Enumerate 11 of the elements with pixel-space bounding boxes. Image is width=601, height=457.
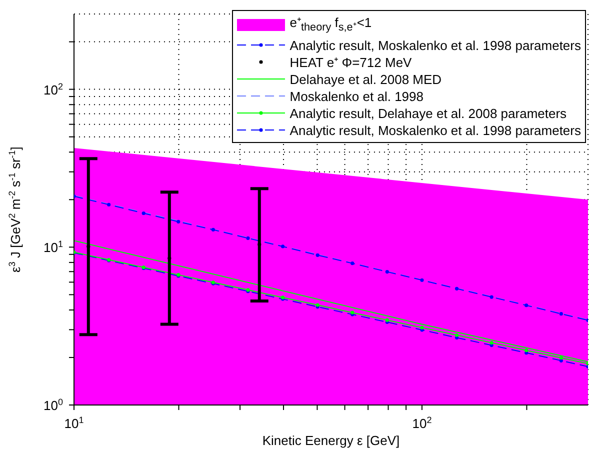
legend-label: Moskalenko et al. 1998 [290,88,424,105]
legend-label: Analytic result, Delahaye et al. 2008 parameters [290,104,567,122]
y-tick-label: 10$^{0}$ [44,397,63,413]
legend-label: Analytic result, Moskalenko et al. 1998 parameters [290,122,581,139]
legend-label: HEAT e⁺ Φ=712 MeV [290,54,412,71]
legend-label: Delahaye et al. 2008 MED [290,70,442,88]
legend-label: e⁺$_{theory}$ f$_{s,e⁺}$<1 [290,14,372,36]
y-tick-label: 10$^{2}$ [44,81,63,98]
legend-label: Analytic result, Moskalenko et al. 1998 parameters [290,36,581,54]
y-tick-label: 10$^{1}$ [44,239,63,256]
x-axis-title: Kinetic Eenergy ε [GeV] [262,433,400,448]
